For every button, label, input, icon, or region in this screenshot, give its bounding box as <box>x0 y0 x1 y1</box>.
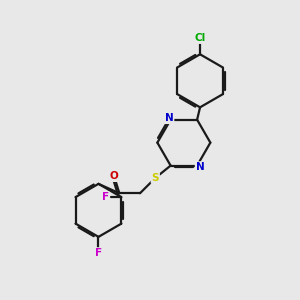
Text: N: N <box>165 113 173 123</box>
Text: O: O <box>110 171 118 181</box>
Text: F: F <box>95 248 102 258</box>
Text: S: S <box>152 173 159 183</box>
Text: F: F <box>102 192 109 202</box>
Text: Cl: Cl <box>194 33 206 43</box>
Text: N: N <box>196 162 204 172</box>
